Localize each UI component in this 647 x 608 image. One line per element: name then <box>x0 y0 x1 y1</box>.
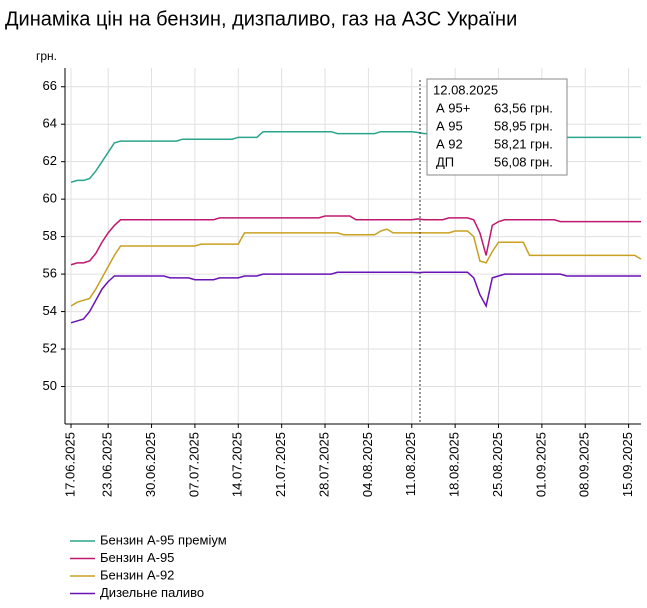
y-axis-label: грн. <box>36 49 57 63</box>
tooltip-value: 58,21 грн. <box>494 136 553 151</box>
y-tick-label: 62 <box>43 153 57 168</box>
x-tick-label: 14.07.2025 <box>230 432 245 497</box>
tooltip: 12.08.2025 А 95+ 63,56 грн. А 95 58,95 грн. А… <box>426 78 568 176</box>
y-tick-label: 54 <box>43 303 57 318</box>
legend-label: Бензин А-95 <box>100 550 174 565</box>
y-tick-label: 50 <box>43 378 57 393</box>
series-line <box>70 228 642 307</box>
y-tick-label: 58 <box>43 228 57 243</box>
x-tick-label: 21.07.2025 <box>273 432 288 497</box>
x-tick-label: 01.09.2025 <box>533 432 548 497</box>
x-tick-label: 28.07.2025 <box>316 432 331 497</box>
legend-label: Дизельне паливо <box>100 585 204 600</box>
x-tick-label: 17.06.2025 <box>62 432 77 497</box>
x-tick-label: 15.09.2025 <box>620 432 635 497</box>
x-tick-label: 18.08.2025 <box>447 432 462 497</box>
y-tick-label: 64 <box>43 116 57 131</box>
tooltip-value: 63,56 грн. <box>494 100 553 115</box>
x-tick-label: 04.08.2025 <box>360 432 375 497</box>
x-tick-label: 08.09.2025 <box>577 432 592 497</box>
tooltip-label: А 95 <box>436 118 463 133</box>
y-tick-label: 52 <box>43 340 57 355</box>
tooltip-value: 56,08 грн. <box>494 154 553 169</box>
x-tick-label: 25.08.2025 <box>490 432 505 497</box>
tooltip-label: ДП <box>436 154 454 169</box>
x-tick-label: 23.06.2025 <box>100 432 115 497</box>
tooltip-label: А 95+ <box>436 100 470 115</box>
x-tick-label: 07.07.2025 <box>186 432 201 497</box>
legend-label: Бензин А-92 <box>100 567 174 582</box>
x-tick-label: 11.08.2025 <box>403 432 418 496</box>
x-tick-label: 30.06.2025 <box>143 432 158 497</box>
chart-title: Динаміка цін на бензин, дизпаливо, газ н… <box>5 8 517 30</box>
series-line <box>70 271 641 324</box>
legend-label: Бензин А-95 преміум <box>100 532 227 547</box>
y-tick-label: 60 <box>43 191 57 206</box>
tooltip-value: 58,95 грн. <box>494 118 553 133</box>
y-tick-label: 56 <box>43 266 57 281</box>
series-line <box>70 215 641 266</box>
tooltip-box <box>426 78 568 176</box>
y-tick-label: 66 <box>43 78 57 93</box>
tooltip-title: 12.08.2025 <box>433 82 498 97</box>
tooltip-label: А 92 <box>436 136 463 151</box>
